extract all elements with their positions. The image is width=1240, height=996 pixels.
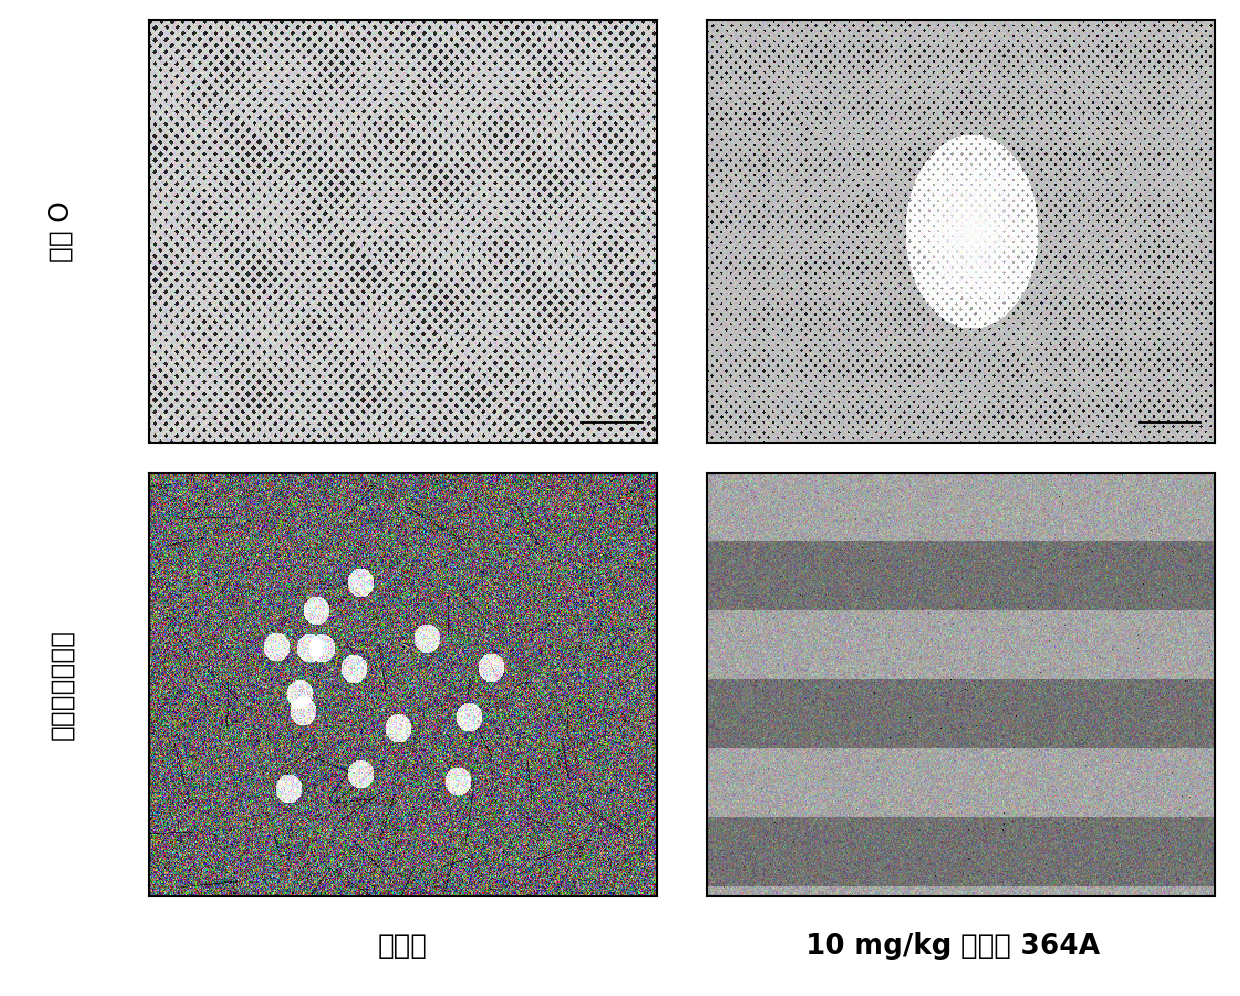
Text: 媒介物: 媒介物 — [378, 932, 428, 960]
Text: 马森三色染色剂: 马森三色染色剂 — [50, 629, 74, 740]
Text: 化合物 364A: 化合物 364A — [961, 932, 1100, 960]
Text: 油红 O: 油红 O — [50, 201, 74, 262]
Text: 10 mg/kg: 10 mg/kg — [806, 932, 961, 960]
